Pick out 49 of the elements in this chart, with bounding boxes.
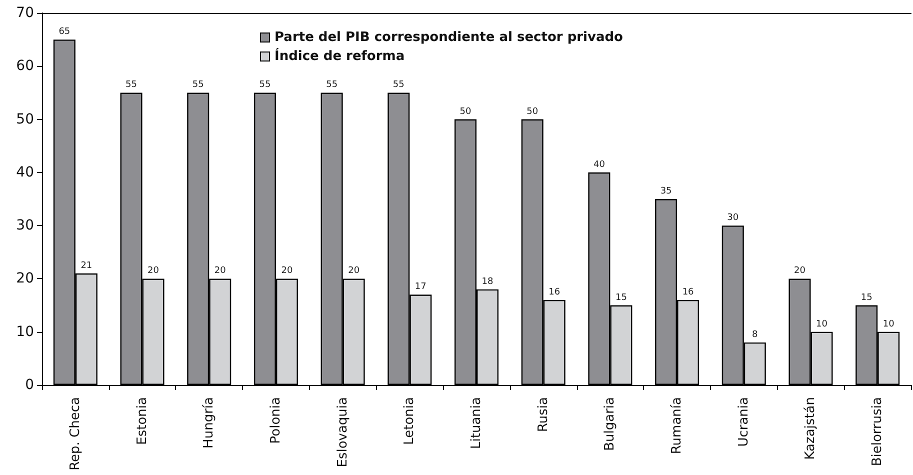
legend-label: Índice de reforma [274, 47, 405, 64]
y-tick-label: 0 [25, 377, 34, 393]
data-label: 21 [80, 260, 92, 271]
y-tick-label: 40 [16, 164, 34, 180]
x-tick-label: Hungría [202, 397, 217, 448]
data-label: 40 [593, 160, 606, 170]
y-tick-label: 10 [16, 324, 34, 340]
data-label: 20 [148, 266, 160, 276]
data-label: 20 [214, 266, 226, 276]
data-label: 55 [126, 80, 137, 90]
x-tick-label: Bulgaria [602, 397, 618, 451]
x-tick-label: Bielorrusia [870, 397, 886, 466]
x-tick-label: Rep. Checa [68, 397, 83, 470]
data-label: 15 [615, 292, 627, 303]
legend-label: Parte del PIB correspondiente al sector privado [274, 30, 624, 45]
data-label: 50 [460, 106, 472, 117]
data-label: 20 [794, 266, 806, 276]
y-tick-label: 50 [16, 111, 34, 128]
x-tick-label: Ucrania [736, 397, 752, 447]
data-label: 65 [58, 27, 70, 38]
y-tick-label: 60 [16, 58, 34, 74]
data-label: 50 [526, 106, 538, 117]
data-label: 30 [727, 213, 739, 224]
data-label: 55 [192, 80, 204, 90]
data-label: 15 [860, 292, 872, 303]
data-label: 17 [414, 282, 426, 292]
x-tick-label: Eslovaquia [335, 397, 350, 468]
data-label: 18 [482, 276, 494, 287]
data-label: 16 [548, 287, 560, 298]
data-label: 10 [882, 319, 895, 330]
y-tick-label: 70 [16, 5, 34, 21]
data-label: 55 [259, 80, 271, 90]
data-label: 55 [392, 80, 404, 90]
x-tick-label: Letonia [402, 397, 418, 445]
x-tick-label: Polonia [268, 397, 284, 444]
y-tick-label: 30 [16, 218, 34, 234]
data-label: 8 [752, 330, 758, 340]
data-label: 10 [816, 319, 828, 330]
y-tick-label: 20 [16, 270, 34, 287]
data-label: 55 [326, 80, 338, 90]
x-tick-label: Estonia [134, 397, 150, 445]
data-label: 20 [348, 266, 360, 276]
x-tick-label: Rusia [536, 397, 551, 432]
data-label: 16 [682, 287, 694, 298]
data-label: 35 [660, 186, 672, 196]
x-tick-label: Kazajstán [803, 397, 818, 460]
x-tick-label: Lituania [469, 397, 484, 449]
data-label: 20 [281, 266, 293, 276]
x-tick-label: Rumanía [670, 397, 685, 454]
